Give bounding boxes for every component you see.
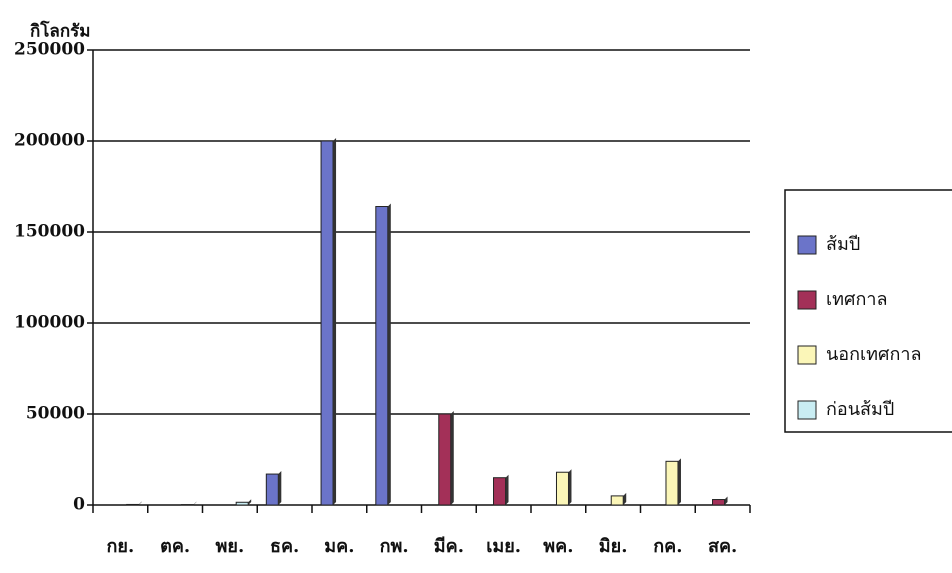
legend-swatch (797, 400, 817, 420)
bar (126, 503, 140, 506)
x-tick-label: ธค. (270, 536, 299, 557)
bar-side (677, 458, 681, 505)
bar (610, 495, 624, 506)
x-tick-label: กค. (653, 536, 682, 557)
y-tick-label: 0 (73, 495, 85, 515)
bar-side (568, 469, 572, 505)
bar-side (387, 203, 391, 505)
x-tick-label: สค. (708, 536, 737, 557)
bar (665, 460, 679, 506)
bar-side (623, 492, 627, 505)
bar (555, 471, 569, 506)
bar-side (333, 138, 337, 505)
x-tick-label: มีค. (434, 536, 464, 557)
x-tick-label: กพ. (380, 536, 409, 557)
y-tick-label: 250000 (14, 40, 85, 60)
legend-label: ส้มปี (826, 234, 860, 255)
legend-label: ก่อนส้มปี (826, 399, 894, 420)
y-axis-label: กิโลกรัม (30, 21, 90, 42)
bar-side (193, 501, 197, 505)
x-tick-label: มค. (324, 536, 354, 557)
x-tick-label: เมย. (486, 536, 521, 557)
bar (235, 501, 249, 506)
x-tick-label: กย. (107, 536, 135, 557)
legend-swatch (797, 290, 817, 310)
bar-side (138, 501, 142, 505)
legend-swatch (797, 345, 817, 365)
bar-side (248, 499, 252, 505)
bar (493, 477, 507, 506)
x-tick-label: พย. (216, 536, 245, 557)
x-tick-label: มิย. (599, 536, 628, 557)
bar (712, 499, 726, 506)
legend-swatch (797, 235, 817, 255)
bar (265, 473, 279, 506)
legend-box (784, 189, 952, 433)
y-tick-label: 200000 (14, 131, 85, 151)
bar-side (278, 471, 282, 505)
legend-label: เทศกาล (826, 289, 887, 310)
bar-side (724, 496, 728, 505)
bar (320, 140, 334, 506)
y-tick-label: 100000 (14, 313, 85, 333)
bar (438, 413, 452, 506)
y-tick-label: 50000 (26, 404, 85, 424)
bar-side (505, 474, 509, 505)
bar-side (450, 411, 454, 505)
x-tick-label: พค. (543, 536, 573, 557)
x-tick-label: ตค. (160, 536, 190, 557)
y-tick-label: 150000 (14, 222, 85, 242)
legend-label: นอกเทศกาล (826, 344, 922, 365)
bar (375, 206, 389, 506)
